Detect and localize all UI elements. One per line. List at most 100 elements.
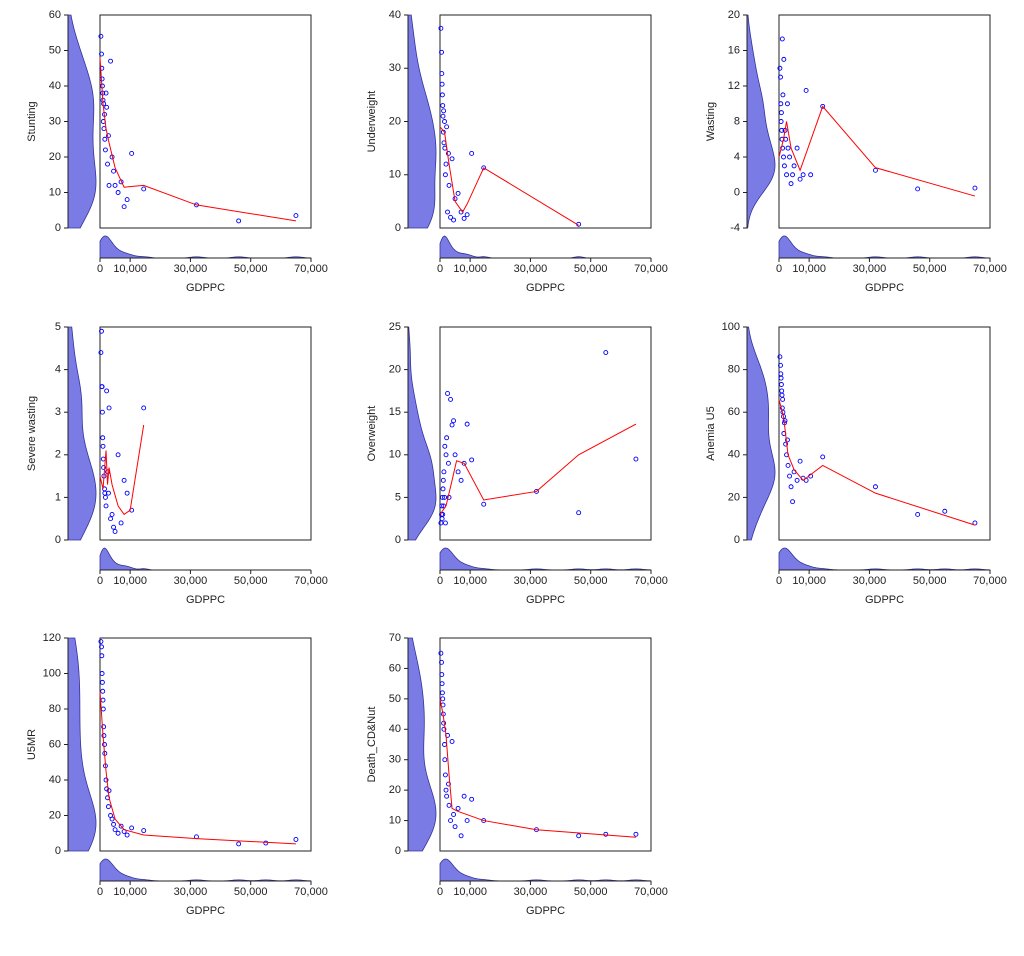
point bbox=[105, 490, 111, 496]
y-tick-label: 0 bbox=[55, 534, 61, 546]
x-density bbox=[439, 858, 652, 882]
point bbox=[820, 454, 826, 460]
y-axis-label: Severe wasting bbox=[26, 396, 38, 471]
point bbox=[779, 36, 785, 42]
point bbox=[915, 511, 921, 517]
point bbox=[102, 136, 108, 142]
point bbox=[102, 147, 108, 153]
x-tick-label: 30,000 bbox=[174, 263, 208, 275]
point bbox=[633, 831, 639, 837]
point bbox=[99, 409, 105, 415]
point bbox=[873, 484, 878, 490]
point bbox=[99, 384, 105, 390]
point bbox=[440, 103, 446, 108]
point bbox=[455, 805, 461, 811]
y-axis-label: Death_CD&Nut bbox=[366, 707, 378, 783]
point bbox=[106, 182, 112, 188]
point bbox=[293, 213, 299, 219]
point bbox=[111, 821, 117, 827]
x-density bbox=[99, 547, 311, 571]
x-axis-label: GDPPC bbox=[186, 594, 225, 606]
point bbox=[820, 103, 826, 109]
x-tick-label: 70,000 bbox=[634, 263, 668, 275]
panel: -4 0 4 8 12 16 20 Wasting 0 10,000 30,000 50,000 70,… bbox=[705, 9, 1007, 294]
panel: 0 10 20 30 40 50 60 70 Death_CD&Nut 0 10,000 30,000… bbox=[366, 632, 668, 917]
point bbox=[481, 165, 487, 171]
y-tick-label: 80 bbox=[728, 364, 740, 376]
y-tick-label: 5 bbox=[55, 321, 61, 333]
point bbox=[455, 190, 461, 196]
point bbox=[441, 108, 447, 114]
x-axis-label: GDPPC bbox=[865, 282, 904, 294]
fit-line bbox=[439, 423, 637, 515]
point bbox=[785, 463, 791, 468]
y-density bbox=[407, 326, 437, 541]
x-tick-label: 10,000 bbox=[113, 575, 147, 587]
point bbox=[112, 529, 118, 534]
x-tick-label: 70,000 bbox=[973, 575, 1007, 587]
plot-frame bbox=[778, 14, 991, 229]
fit-line bbox=[439, 698, 636, 838]
y-tick-label: 40 bbox=[389, 723, 401, 735]
point bbox=[293, 837, 299, 842]
point bbox=[98, 639, 104, 644]
y-axis-label: Underweight bbox=[366, 91, 378, 153]
y-tick-label: 4 bbox=[55, 364, 61, 376]
point bbox=[777, 65, 783, 71]
x-tick-label: 50,000 bbox=[913, 575, 947, 587]
point bbox=[452, 452, 458, 458]
x-axis-label: GDPPC bbox=[865, 594, 904, 606]
point bbox=[445, 460, 451, 466]
point bbox=[461, 215, 467, 221]
y-tick-label: 1 bbox=[55, 491, 61, 503]
plot-frame bbox=[99, 637, 312, 852]
x-tick-label: 30,000 bbox=[514, 886, 548, 898]
point bbox=[101, 733, 107, 739]
y-density bbox=[746, 14, 776, 229]
y-tick-label: 10 bbox=[389, 814, 401, 826]
point bbox=[439, 71, 445, 77]
y-axis-label: Anemia U5 bbox=[705, 406, 717, 460]
point bbox=[103, 90, 109, 96]
point bbox=[452, 824, 458, 830]
point bbox=[443, 452, 449, 458]
x-tick-label: 70,000 bbox=[294, 263, 328, 275]
point bbox=[790, 499, 796, 505]
y-tick-label: 25 bbox=[389, 321, 401, 333]
point bbox=[439, 81, 445, 87]
point bbox=[99, 653, 105, 659]
point bbox=[105, 161, 110, 167]
fit-line bbox=[778, 105, 976, 197]
point bbox=[109, 816, 115, 822]
point bbox=[797, 458, 803, 464]
point bbox=[101, 465, 107, 471]
point bbox=[808, 172, 814, 178]
panel: 0 20 40 60 80 100 120 U5MR 0 10,000 30,000 50,000 70… bbox=[26, 632, 328, 917]
point bbox=[449, 739, 455, 744]
point bbox=[141, 186, 147, 192]
panel: 0 1 2 3 4 5 Severe wasting 0 10,000 30,000 50,000 7… bbox=[26, 321, 328, 606]
point bbox=[103, 777, 109, 783]
x-tick-label: 0 bbox=[437, 575, 443, 587]
y-density bbox=[67, 14, 97, 229]
point bbox=[121, 204, 127, 210]
x-tick-label: 70,000 bbox=[634, 575, 668, 587]
point bbox=[446, 802, 452, 808]
point bbox=[442, 119, 447, 124]
point bbox=[797, 176, 803, 182]
point bbox=[236, 841, 242, 847]
point bbox=[439, 690, 445, 696]
point bbox=[124, 490, 130, 496]
x-tick-label: 70,000 bbox=[294, 886, 328, 898]
point bbox=[464, 212, 470, 218]
y-tick-label: 4 bbox=[734, 151, 740, 163]
point bbox=[785, 145, 791, 151]
y-tick-label: 100 bbox=[43, 667, 61, 679]
x-tick-label: 10,000 bbox=[113, 263, 147, 275]
point bbox=[444, 124, 450, 130]
x-tick-label: 50,000 bbox=[574, 575, 608, 587]
y-tick-label: 100 bbox=[722, 321, 740, 333]
x-tick-label: 30,000 bbox=[514, 263, 548, 275]
x-tick-label: 10,000 bbox=[453, 886, 487, 898]
